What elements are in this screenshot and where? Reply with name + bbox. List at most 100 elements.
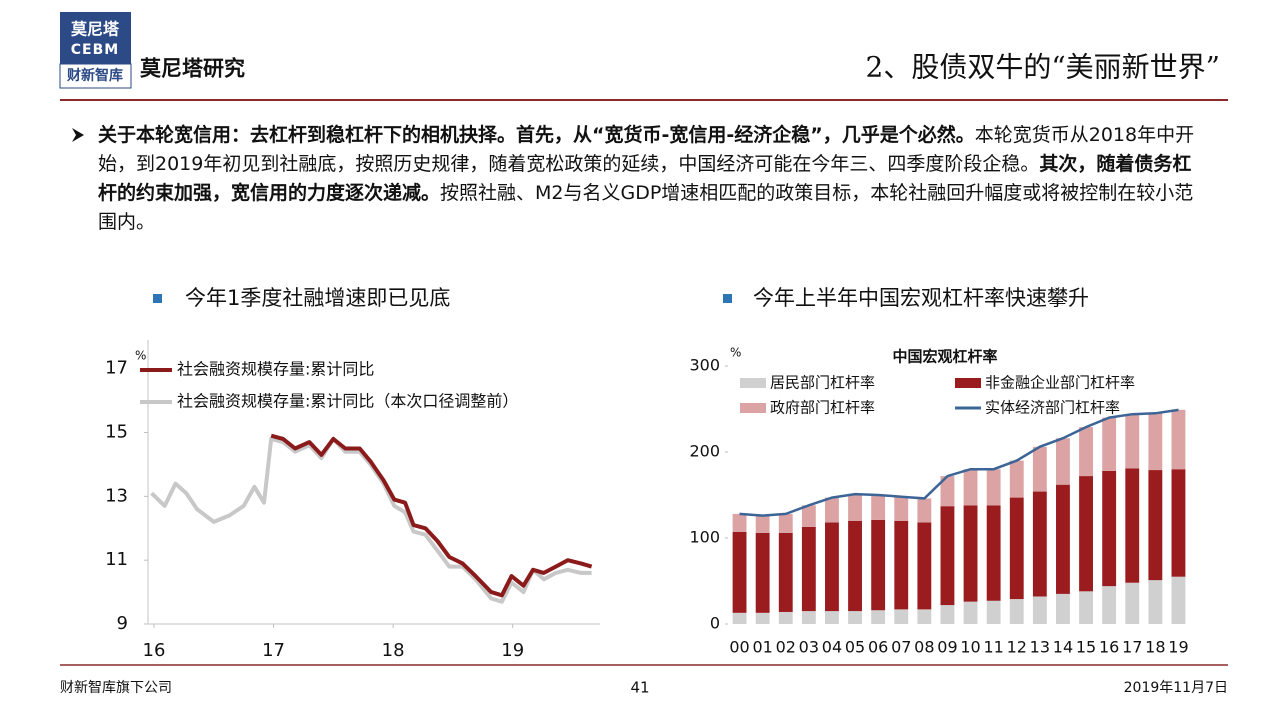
legend-label: 政府部门杠杆率: [770, 399, 875, 417]
bar-segment: [778, 513, 793, 533]
bar-segment: [871, 495, 886, 520]
bar-segment: [1125, 582, 1140, 624]
bar-segment: [1009, 599, 1024, 624]
bar-segment: [732, 531, 747, 613]
x-tick-label: 01: [752, 638, 772, 657]
bar-segment: [755, 515, 770, 533]
x-tick-label: 15: [1076, 638, 1096, 657]
bar-segment: [986, 505, 1001, 601]
bar-segment: [1102, 470, 1117, 587]
bar-segment: [1171, 469, 1186, 577]
legend-label: 社会融资规模存量:累计同比: [177, 360, 374, 379]
bar-segment: [963, 601, 978, 624]
x-tick-label: 14: [1053, 638, 1073, 657]
bar-segment: [940, 605, 955, 624]
paragraph-segment: 按照社融、M2与名义GDP增速相匹配的政策目标，本轮社融回升幅度或将被控制在较小…: [98, 182, 1194, 233]
bar-segment: [1032, 446, 1047, 492]
bar-segment: [1009, 460, 1024, 498]
bar-segment: [825, 611, 839, 624]
bar-segment: [1148, 413, 1163, 471]
bar-segment: [963, 469, 978, 506]
bar-segment: [940, 506, 955, 606]
y-tick-label: 0: [710, 614, 720, 633]
x-tick-label: 16: [143, 640, 166, 661]
bar-segment: [1032, 596, 1047, 624]
x-tick-label: 00: [729, 638, 749, 657]
bar-segment: [871, 610, 886, 624]
bar-segment: [1079, 591, 1093, 624]
bar-segment: [1102, 586, 1117, 624]
paragraph-segment: 本轮宽货币从2018年中开始，到2019年初见到社融底，按照历史规律，随着宽松政…: [98, 124, 1195, 175]
bar-segment: [940, 476, 955, 507]
bar-segment: [825, 522, 839, 612]
bar-segment: [1079, 476, 1093, 592]
heading-bullet: [723, 294, 732, 303]
x-tick-label: 18: [382, 640, 405, 661]
paragraph-segment: 其次，随着债务杠杆的约束加强，宽信用的力度逐次递减。: [98, 153, 1192, 204]
y-tick-label: 17: [105, 358, 128, 379]
bar-segment: [1079, 427, 1093, 477]
x-tick-label: 11: [983, 638, 1003, 657]
heading-bullet: [153, 294, 162, 303]
slide-title: 2、股债双牛的“美丽新世界”: [866, 51, 1220, 84]
x-tick-label: 09: [937, 638, 957, 657]
x-tick-label: 12: [1007, 638, 1027, 657]
x-tick-label: 04: [822, 638, 842, 657]
bar-segment: [1102, 417, 1117, 471]
y-tick-label: 300: [689, 356, 720, 375]
logo-text: 财新智库: [66, 67, 123, 84]
bar-segment: [732, 612, 747, 624]
x-tick-label: 07: [891, 638, 911, 657]
y-tick-label: 11: [105, 549, 128, 570]
y-tick-label: 9: [117, 613, 128, 634]
footer-left: 财新智库旗下公司: [60, 680, 172, 696]
bar-segment: [1125, 414, 1140, 469]
logo-bottom: [59, 63, 132, 89]
bar-segment: [755, 612, 770, 624]
bar-segment: [986, 600, 1001, 624]
bar-segment: [732, 513, 747, 532]
logo-text: CEBM: [71, 42, 119, 58]
paragraph-segment: 关于本轮宽信用：去杠杆到稳杠杆下的相机抉择。首先，从“宽货币-宽信用-经济企稳”…: [98, 124, 975, 146]
legend-swatch: [955, 378, 981, 388]
bar-segment: [848, 520, 862, 612]
line-series: [739, 408, 1179, 517]
bar-segment: [894, 496, 909, 521]
footer-date: 2019年11月7日: [1124, 680, 1228, 696]
legend-label: 非金融企业部门杠杆率: [985, 374, 1135, 392]
x-tick-label: 13: [1030, 638, 1050, 657]
bar-segment: [1148, 580, 1163, 624]
legend-label: 实体经济部门杠杆率: [985, 399, 1120, 417]
y-unit: %: [730, 346, 741, 360]
legend-label: 社会融资规模存量:累计同比（本次口径调整前）: [177, 392, 518, 411]
bar-segment: [917, 498, 932, 523]
bar-segment: [801, 611, 816, 624]
bar-segment: [917, 522, 932, 610]
logo-text: 莫尼塔: [70, 20, 120, 39]
bar-segment: [894, 609, 909, 624]
bar-segment: [848, 611, 862, 624]
x-tick-label: 10: [960, 638, 980, 657]
bar-segment: [917, 609, 932, 624]
bar-segment: [801, 505, 816, 527]
y-tick-label: 100: [689, 528, 720, 547]
bar-segment: [1056, 484, 1070, 594]
x-tick-label: 16: [1099, 638, 1119, 657]
bar-segment: [1056, 593, 1070, 624]
bar-segment: [894, 520, 909, 610]
chart-heading: 今年上半年中国宏观杠杆率快速攀升: [753, 286, 1089, 310]
bar-segment: [1032, 491, 1047, 597]
legend-label: 居民部门杠杆率: [770, 374, 875, 392]
x-tick-label: 19: [1168, 638, 1188, 657]
brand: 莫尼塔研究: [139, 56, 245, 81]
bullet-arrow: [72, 128, 84, 142]
x-tick-label: 08: [914, 638, 934, 657]
x-tick-label: 19: [501, 640, 524, 661]
bar-segment: [1009, 497, 1024, 600]
y-unit: %: [135, 349, 146, 363]
logo-bg: [60, 12, 131, 64]
bar-segment: [1125, 468, 1140, 583]
chart-subtitle: 中国宏观杠杆率: [892, 348, 997, 366]
